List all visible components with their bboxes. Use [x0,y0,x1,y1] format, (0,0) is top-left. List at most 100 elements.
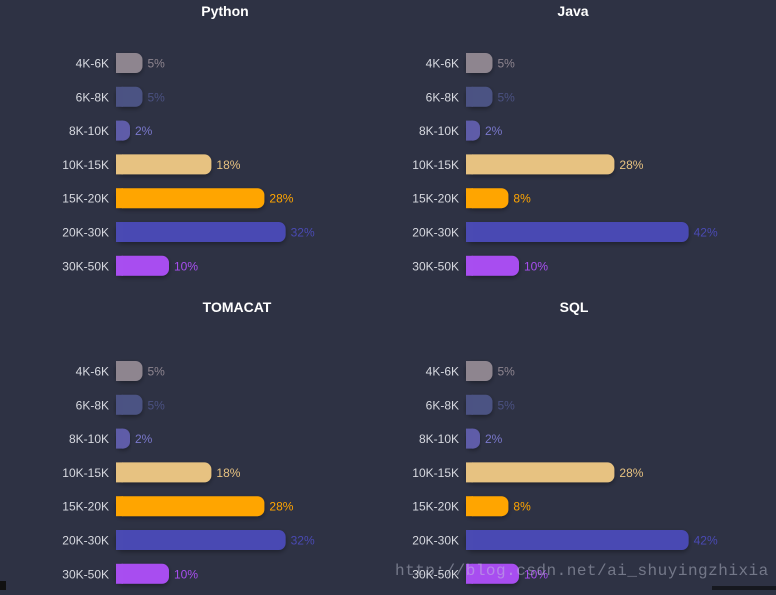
category-label: 20K-30K [412,226,459,240]
category-label: 10K-15K [412,466,459,480]
bar-left-edge [466,361,473,381]
category-label: 8K-10K [69,432,109,446]
value-label: 2% [485,124,503,138]
bar-30k-50k [116,255,169,276]
bar-left-edge [116,255,123,276]
category-label: 20K-30K [412,534,459,548]
bar-left-edge [116,496,123,517]
category-label: 10K-15K [62,466,109,480]
bar-left-edge [466,462,473,483]
value-label: 10% [174,259,198,273]
bar-left-edge [116,120,123,141]
chart-java: Java 4K-6K 5% 6K-8K 5% 8K-10K 2% 10K-15K 28% 15K-… [412,3,718,276]
category-label: 4K-6K [426,57,459,71]
bar-15k-20k [466,188,509,209]
bar-left-edge [466,188,473,209]
bar-left-edge [466,86,473,107]
category-label: 30K-50K [62,567,109,581]
category-label: 6K-8K [76,90,109,104]
value-label: 5% [148,365,166,379]
bar-20k-30k [466,222,689,242]
chart-title: Python [201,3,248,19]
bar-left-edge [466,563,473,584]
category-label: 8K-10K [419,124,459,138]
value-label: 42% [694,226,718,240]
chart-title: TOMACAT [203,299,272,315]
bar-left-edge [116,361,123,381]
value-label: 5% [498,57,516,71]
bar-left-edge [116,462,123,483]
value-label: 28% [619,466,643,480]
chart-python: Python 4K-6K 5% 6K-8K 5% 8K-10K 2% 10K-15K 18% 15… [62,3,315,276]
category-label: 15K-20K [62,192,109,206]
category-label: 8K-10K [69,124,109,138]
bar-left-edge [466,394,473,415]
bar-left-edge [116,563,123,584]
category-label: 4K-6K [76,57,109,71]
bar-30k-50k [466,255,519,276]
bar-10k-15k [116,154,212,175]
value-label: 5% [148,90,166,104]
bar-10k-15k [116,462,212,483]
category-label: 10K-15K [412,158,459,172]
value-label: 28% [269,500,293,514]
bar-15k-20k [116,496,265,517]
chart-title: SQL [560,299,589,315]
bar-left-edge [466,530,473,550]
bar-left-edge [466,53,473,73]
bar-10k-15k [466,154,615,175]
bar-15k-20k [116,188,265,209]
value-label: 42% [694,534,718,548]
category-label: 30K-50K [412,567,459,581]
category-label: 6K-8K [426,90,459,104]
value-label: 10% [174,567,198,581]
bar-left-edge [116,53,123,73]
bar-left-edge [116,428,123,449]
value-label: 10% [524,259,548,273]
value-label: 5% [498,398,516,412]
category-label: 8K-10K [419,432,459,446]
value-label: 18% [216,466,240,480]
chart-tomacat: TOMACAT 4K-6K 5% 6K-8K 5% 8K-10K 2% 10K-15K 18% 1… [62,299,315,584]
value-label: 32% [291,226,315,240]
category-label: 4K-6K [76,365,109,379]
value-label: 2% [135,432,153,446]
corner-artifact-left [0,581,6,590]
category-label: 20K-30K [62,534,109,548]
bar-left-edge [466,222,473,242]
bar-left-edge [116,394,123,415]
value-label: 2% [485,432,503,446]
bar-20k-30k [116,530,286,550]
bar-15k-20k [466,496,509,517]
value-label: 32% [291,534,315,548]
value-label: 5% [498,365,516,379]
bar-left-edge [116,188,123,209]
value-label: 5% [148,398,166,412]
category-label: 6K-8K [426,398,459,412]
category-label: 20K-30K [62,226,109,240]
corner-artifact-right [712,586,776,590]
value-label: 10% [524,567,548,581]
value-label: 18% [216,158,240,172]
value-label: 8% [513,192,531,206]
bar-left-edge [116,154,123,175]
chart-sql: SQL 4K-6K 5% 6K-8K 5% 8K-10K 2% 10K-15K 28% 15K-2… [412,299,718,584]
bar-left-edge [116,86,123,107]
bar-20k-30k [116,222,286,242]
bar-30k-50k [116,563,169,584]
category-label: 15K-20K [412,500,459,514]
bar-30k-50k [466,563,519,584]
bar-left-edge [466,255,473,276]
bar-left-edge [466,120,473,141]
bar-left-edge [466,428,473,449]
bar-left-edge [116,530,123,550]
value-label: 28% [269,192,293,206]
category-label: 10K-15K [62,158,109,172]
bar-10k-15k [466,462,615,483]
category-label: 30K-50K [62,259,109,273]
category-label: 30K-50K [412,259,459,273]
bar-left-edge [466,496,473,517]
value-label: 5% [498,90,516,104]
value-label: 28% [619,158,643,172]
